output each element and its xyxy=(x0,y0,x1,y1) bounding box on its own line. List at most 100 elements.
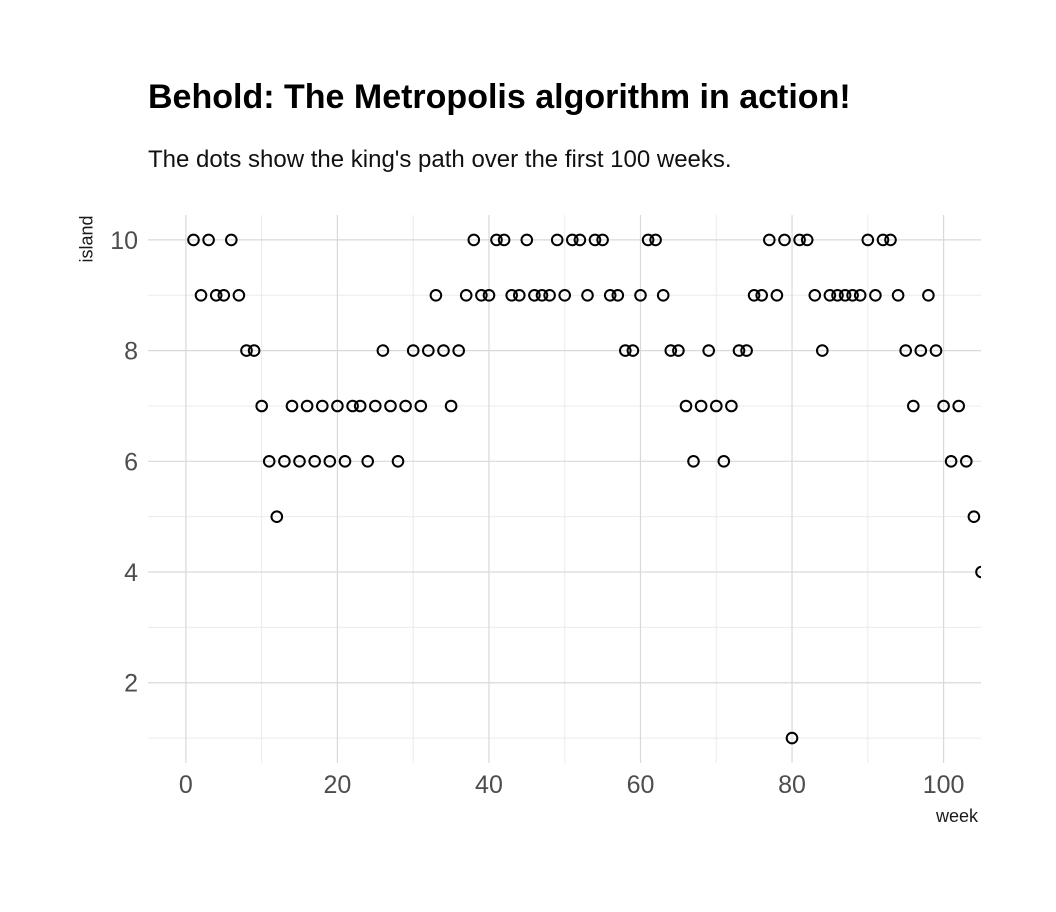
data-point xyxy=(672,344,685,357)
data-point xyxy=(497,233,511,247)
x-tick-label: 0 xyxy=(179,771,193,799)
data-point xyxy=(581,289,594,302)
data-point xyxy=(217,289,231,302)
data-point xyxy=(452,344,466,357)
data-point xyxy=(975,565,981,579)
data-point xyxy=(641,233,655,247)
data-point xyxy=(793,233,806,247)
y-axis-title: island xyxy=(76,215,97,263)
data-point xyxy=(747,289,761,302)
data-point xyxy=(763,233,776,247)
data-point xyxy=(406,344,420,357)
data-point xyxy=(710,399,723,413)
x-tick-label: 80 xyxy=(778,771,806,799)
data-point xyxy=(414,399,428,413)
data-point xyxy=(391,455,405,468)
data-point xyxy=(800,233,814,247)
data-point xyxy=(664,344,678,357)
data-point xyxy=(475,289,488,302)
data-point xyxy=(262,455,276,468)
y-tick-label: 10 xyxy=(110,227,138,255)
data-point xyxy=(429,289,443,302)
data-point xyxy=(740,344,753,357)
data-point xyxy=(907,399,920,413)
data-point xyxy=(573,233,587,247)
data-point xyxy=(899,344,913,357)
data-point xyxy=(588,233,602,247)
data-point xyxy=(437,344,450,357)
data-point xyxy=(732,344,746,357)
data-point xyxy=(293,455,306,468)
data-point xyxy=(558,289,572,302)
data-point xyxy=(194,289,208,302)
data-point xyxy=(687,455,700,468)
data-point xyxy=(323,455,337,468)
x-tick-label: 20 xyxy=(324,771,352,799)
data-point xyxy=(770,289,784,302)
data-point xyxy=(353,399,367,413)
data-point xyxy=(952,399,966,413)
data-point xyxy=(846,289,859,302)
data-point xyxy=(566,233,579,247)
data-point xyxy=(482,289,496,302)
data-point xyxy=(914,344,928,357)
data-point xyxy=(929,344,943,357)
data-point xyxy=(316,399,329,413)
x-tick-label: 60 xyxy=(627,771,655,799)
data-point xyxy=(717,455,731,468)
data-point xyxy=(967,510,981,524)
data-point xyxy=(278,455,291,468)
data-point xyxy=(853,289,867,302)
data-point xyxy=(513,289,526,302)
data-point xyxy=(543,289,556,302)
data-point xyxy=(603,289,617,302)
data-point xyxy=(656,289,670,302)
data-point xyxy=(937,399,950,413)
data-point xyxy=(876,233,890,247)
data-point xyxy=(884,233,897,247)
data-point xyxy=(755,289,769,302)
chart-title: Behold: The Metropolis algorithm in acti… xyxy=(148,78,851,116)
data-point xyxy=(702,344,716,357)
data-point xyxy=(240,344,253,357)
y-tick-label: 4 xyxy=(124,559,138,587)
data-point xyxy=(869,289,882,302)
data-point xyxy=(331,399,344,413)
data-point xyxy=(596,233,609,247)
data-point xyxy=(861,233,875,247)
data-point xyxy=(422,344,435,357)
data-point xyxy=(528,289,541,302)
data-point xyxy=(634,289,647,302)
data-point xyxy=(679,399,693,413)
data-point xyxy=(467,233,481,247)
data-point xyxy=(187,233,200,247)
data-point xyxy=(944,455,958,468)
data-point xyxy=(361,455,375,468)
x-axis-title: week xyxy=(935,806,978,826)
data-point xyxy=(225,233,238,247)
chart-subtitle: The dots show the king's path over the f… xyxy=(148,146,732,173)
data-points xyxy=(187,233,981,745)
data-point xyxy=(725,399,738,413)
data-point xyxy=(535,289,549,302)
data-point xyxy=(922,289,935,302)
data-point xyxy=(270,510,284,524)
data-point xyxy=(808,289,822,302)
data-point xyxy=(611,289,625,302)
data-point xyxy=(255,399,269,413)
data-point xyxy=(300,399,314,413)
data-point xyxy=(960,455,973,468)
data-point xyxy=(285,399,299,413)
data-point xyxy=(823,289,837,302)
data-point xyxy=(838,289,852,302)
data-point xyxy=(247,344,261,357)
data-point xyxy=(384,399,397,413)
x-tick-label: 100 xyxy=(923,771,965,799)
data-point xyxy=(626,344,640,357)
data-point xyxy=(891,289,905,302)
data-point xyxy=(505,289,519,302)
data-point xyxy=(376,344,390,357)
data-point xyxy=(444,399,458,413)
